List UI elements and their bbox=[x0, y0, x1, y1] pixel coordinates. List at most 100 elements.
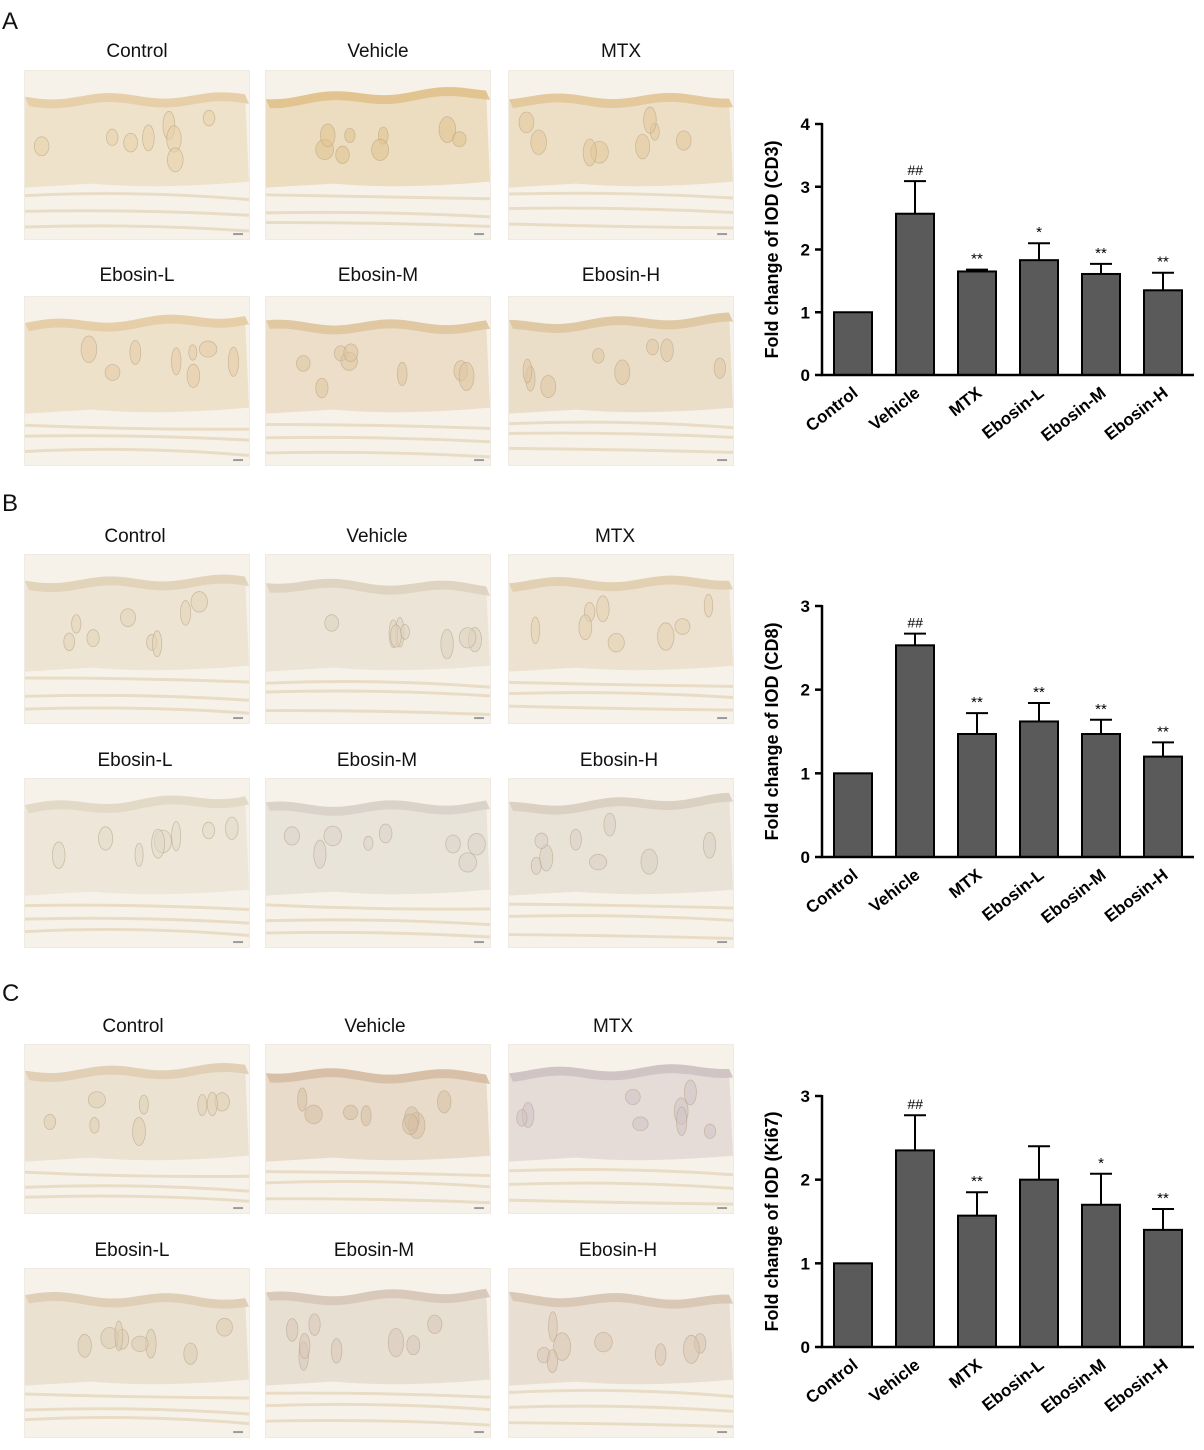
micrograph-label: Vehicle bbox=[346, 526, 408, 547]
significance-marker: ** bbox=[971, 1173, 983, 1190]
micrograph-label: Ebosin-L bbox=[97, 750, 173, 771]
micrograph-control bbox=[24, 554, 250, 724]
micrograph-control bbox=[24, 1044, 250, 1214]
y-tick-label: 4 bbox=[801, 115, 811, 134]
y-tick-label: 3 bbox=[801, 1087, 810, 1106]
x-tick-label: MTX bbox=[945, 1355, 985, 1392]
micrograph-label: MTX bbox=[600, 41, 642, 62]
tissue-section bbox=[509, 779, 733, 947]
tissue-section bbox=[266, 71, 490, 239]
y-tick-label: 3 bbox=[801, 597, 810, 616]
micrograph-label: Vehicle bbox=[344, 1016, 406, 1037]
y-tick-label: 1 bbox=[801, 303, 810, 322]
micrograph-label: Ebosin-L bbox=[94, 1240, 170, 1261]
micrograph-ebosin-l bbox=[24, 296, 250, 466]
micrograph-mtx bbox=[508, 70, 734, 240]
micrograph-label: Ebosin-M bbox=[336, 750, 418, 771]
micrograph-label: Ebosin-M bbox=[333, 1240, 415, 1261]
x-tick-label: Vehicle bbox=[866, 865, 924, 916]
bar-chart: 0 1 2 3 4 Fold change of IOD (CD3) Control ## Ve… bbox=[750, 98, 1204, 478]
tissue-section bbox=[266, 779, 490, 947]
micrograph-label: Control bbox=[102, 1016, 164, 1037]
tissue-section bbox=[25, 297, 249, 465]
y-axis-label: Fold change of IOD (CD8) bbox=[762, 622, 782, 840]
micrograph-ebosin-m bbox=[265, 296, 491, 466]
tissue-section bbox=[509, 555, 733, 723]
x-tick-label: Ebosin-L bbox=[978, 865, 1047, 925]
x-tick-label: Ebosin-M bbox=[1037, 865, 1109, 927]
y-tick-label: 0 bbox=[801, 848, 810, 867]
significance-marker: ** bbox=[1095, 245, 1107, 262]
bar bbox=[1143, 289, 1183, 377]
bar bbox=[1019, 720, 1059, 858]
tissue-section bbox=[25, 555, 249, 723]
bar bbox=[1143, 755, 1183, 859]
panel-b: B Control Vehicle MTX Ebosin-L Ebosin-M … bbox=[0, 490, 1204, 960]
significance-marker: ## bbox=[907, 162, 923, 178]
bar bbox=[1081, 272, 1121, 376]
bar bbox=[957, 733, 997, 858]
micrograph-label: Control bbox=[106, 41, 168, 62]
x-tick-label: MTX bbox=[945, 383, 985, 420]
micrograph-ebosin-m bbox=[265, 778, 491, 948]
x-tick-label: MTX bbox=[945, 865, 985, 902]
bar bbox=[957, 1214, 997, 1348]
tissue-section bbox=[509, 1269, 733, 1437]
bar bbox=[895, 644, 935, 858]
tissue-section bbox=[509, 71, 733, 239]
y-axis-label: Fold change of IOD (CD3) bbox=[762, 140, 782, 358]
x-tick-label: Ebosin-M bbox=[1037, 383, 1109, 445]
significance-marker: ** bbox=[1033, 684, 1045, 701]
significance-marker: ** bbox=[1157, 254, 1169, 271]
panel-a: A Control Vehicle MTX Ebosin-L Ebosin-M … bbox=[0, 8, 1204, 478]
bar bbox=[895, 212, 935, 376]
x-tick-label: Ebosin-H bbox=[1101, 383, 1171, 444]
micrograph-ebosin-h bbox=[508, 1268, 734, 1438]
micrograph-label: MTX bbox=[592, 1016, 634, 1037]
x-tick-label: Control bbox=[802, 1355, 861, 1407]
tissue-section bbox=[509, 297, 733, 465]
significance-marker: ## bbox=[907, 1096, 923, 1112]
y-tick-label: 2 bbox=[801, 681, 810, 700]
micrograph-label: Ebosin-M bbox=[337, 265, 419, 286]
panel-letter: C bbox=[2, 980, 20, 1007]
bar bbox=[833, 311, 873, 376]
micrograph-ebosin-m bbox=[265, 1268, 491, 1438]
tissue-section bbox=[25, 779, 249, 947]
bar bbox=[1143, 1228, 1183, 1348]
x-tick-label: Vehicle bbox=[866, 383, 924, 434]
y-tick-label: 2 bbox=[801, 1171, 810, 1190]
micrograph-ebosin-l bbox=[24, 1268, 250, 1438]
micrograph-vehicle bbox=[265, 554, 491, 724]
micrograph-label: MTX bbox=[594, 526, 636, 547]
y-tick-label: 1 bbox=[801, 764, 810, 783]
y-tick-label: 2 bbox=[801, 241, 810, 260]
micrograph-label: Ebosin-L bbox=[99, 265, 175, 286]
micrograph-ebosin-l bbox=[24, 778, 250, 948]
x-tick-label: Vehicle bbox=[866, 1355, 924, 1406]
tissue-section bbox=[266, 555, 490, 723]
bar bbox=[833, 1262, 873, 1348]
significance-marker: ** bbox=[971, 694, 983, 711]
micrograph-vehicle bbox=[265, 1044, 491, 1214]
bar bbox=[957, 270, 997, 376]
micrograph-label: Vehicle bbox=[347, 41, 409, 62]
x-tick-label: Control bbox=[802, 383, 861, 435]
micrograph-label: Ebosin-H bbox=[578, 1240, 658, 1261]
micrograph-mtx bbox=[508, 1044, 734, 1214]
micrograph-control bbox=[24, 70, 250, 240]
x-tick-label: Ebosin-H bbox=[1101, 1355, 1171, 1416]
bar bbox=[833, 772, 873, 858]
bar-chart: 0 1 2 3 Fold change of IOD (Ki67) Control ## Ve… bbox=[750, 1070, 1204, 1450]
y-tick-label: 3 bbox=[801, 178, 810, 197]
significance-marker: ## bbox=[907, 615, 923, 631]
bar-chart: 0 1 2 3 Fold change of IOD (CD8) Control ## Veh… bbox=[750, 580, 1204, 960]
tissue-section bbox=[266, 1269, 490, 1437]
significance-marker: ** bbox=[1095, 701, 1107, 718]
y-tick-label: 1 bbox=[801, 1254, 810, 1273]
panel-letter: A bbox=[2, 8, 19, 35]
significance-marker: ** bbox=[971, 251, 983, 268]
x-tick-label: Ebosin-M bbox=[1037, 1355, 1109, 1417]
significance-marker: ** bbox=[1157, 723, 1169, 740]
panel-letter: B bbox=[2, 490, 19, 517]
